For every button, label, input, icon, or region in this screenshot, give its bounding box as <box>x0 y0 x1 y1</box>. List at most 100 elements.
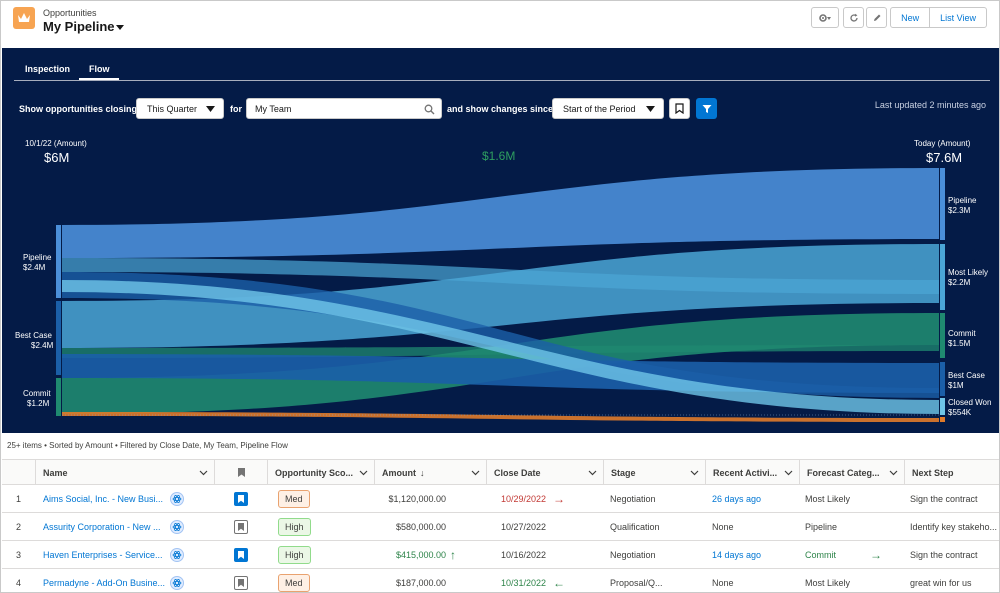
opportunity-name-link[interactable]: Aims Social, Inc. - New Busi... <box>43 493 164 504</box>
amount-value: $415,000.00 <box>395 549 446 560</box>
left-node-pipeline-name: Pipeline <box>23 253 52 262</box>
recent-activity-value[interactable]: 26 days ago <box>712 493 762 504</box>
list-view-button[interactable]: List View <box>940 12 977 23</box>
left-node-bestcase-label: Best Case $2.4M <box>15 331 53 350</box>
table-row[interactable]: 1 Aims Social, Inc. - New Busi... Med $1,12… <box>2 485 999 513</box>
caret-down-icon[interactable] <box>115 22 125 32</box>
chevron-down-icon[interactable] <box>784 468 793 477</box>
left-total: $6M <box>44 150 70 165</box>
column-header-score[interactable]: Opportunity Sco... <box>267 460 374 485</box>
table-row[interactable]: 3 Haven Enterprises - Service... High $415,… <box>2 541 999 569</box>
right-node-mostlikely-bar[interactable] <box>940 244 945 310</box>
center-delta: $1.6M <box>482 149 516 163</box>
row-number: 3 <box>15 549 21 560</box>
tab-flow[interactable]: Flow <box>89 64 110 74</box>
filter-icon <box>702 104 711 113</box>
einstein-insight-button[interactable] <box>170 569 188 592</box>
flow-pipeline-to-pipeline[interactable] <box>62 168 939 258</box>
opportunity-name-link[interactable]: Haven Enterprises - Service... <box>43 549 163 560</box>
einstein-insight-button[interactable] <box>170 541 188 568</box>
page-title[interactable]: My Pipeline <box>43 19 115 34</box>
right-node-mostlikely-value: $2.2M <box>948 277 971 287</box>
flow-bestcase-to-mostlikely[interactable] <box>62 244 939 348</box>
filter-button[interactable] <box>696 98 717 119</box>
left-node-pipeline-bar[interactable] <box>56 225 61 298</box>
atom-icon <box>170 575 184 590</box>
refresh-button[interactable] <box>843 7 864 28</box>
bookmark-toggle[interactable] <box>214 541 267 568</box>
changes-since-label: and show changes since <box>447 104 554 114</box>
flow-to-closedlost[interactable] <box>62 412 939 422</box>
right-node-bestcase-bar[interactable] <box>940 362 945 396</box>
score-badge: High <box>278 545 311 564</box>
row-number: 1 <box>15 493 21 504</box>
period-select[interactable]: This Quarter <box>136 98 224 119</box>
left-node-bestcase-bar[interactable] <box>56 301 61 375</box>
bookmark-toggle[interactable] <box>214 485 267 512</box>
left-node-bestcase-value: $2.4M <box>31 340 54 350</box>
einstein-insight-button[interactable] <box>170 513 188 540</box>
flow-pipeline-to-mostlikely[interactable] <box>62 258 939 294</box>
crown-icon <box>13 7 35 29</box>
settings-menu-button[interactable] <box>811 7 839 28</box>
new-button[interactable]: New <box>891 8 931 27</box>
right-node-closedwon-bar[interactable] <box>940 398 945 415</box>
right-node-commit-bar[interactable] <box>940 313 945 358</box>
right-node-commit-label: Commit $1.5M <box>948 329 976 348</box>
column-header-close-date[interactable]: Close Date <box>486 460 603 485</box>
column-header-amount[interactable]: Amount ↓ <box>374 460 486 485</box>
chevron-down-icon[interactable] <box>471 468 480 477</box>
close-date-value: 10/27/2022 <box>501 521 547 532</box>
row-number: 4 <box>15 577 21 588</box>
arrow-left-icon: ← <box>553 575 565 590</box>
search-icon <box>424 104 435 115</box>
column-header-bookmark[interactable] <box>214 460 267 485</box>
chevron-down-icon[interactable] <box>359 468 368 477</box>
tab-inspection[interactable]: Inspection <box>25 64 71 74</box>
column-header-forecast[interactable]: Forecast Categ... <box>799 460 904 485</box>
left-node-commit-label: Commit $1.2M <box>23 389 51 408</box>
left-caption: 10/1/22 (Amount) <box>25 139 87 148</box>
since-select[interactable]: Start of the Period <box>552 98 664 119</box>
edit-button[interactable] <box>866 7 887 28</box>
column-header-name[interactable]: Name <box>35 460 214 485</box>
column-header-score-label: Opportunity Sco... <box>275 467 353 478</box>
right-node-closedwon-value: $554K <box>948 407 972 417</box>
chevron-down-icon[interactable] <box>199 468 208 477</box>
opportunity-name-link[interactable]: Permadyne - Add-On Busine... <box>43 577 166 588</box>
score-cell: High <box>278 513 368 540</box>
recent-activity-value[interactable]: 14 days ago <box>712 549 762 560</box>
right-node-closedwon-label: Closed Won $554K <box>948 398 991 417</box>
table-row[interactable]: 2 Assurity Corporation - New ... High $580,… <box>2 513 999 541</box>
next-step-value: Sign the contract <box>910 549 978 560</box>
bookmark-toggle[interactable] <box>214 569 267 592</box>
chevron-down-icon[interactable] <box>889 468 898 477</box>
column-header-recent-activity[interactable]: Recent Activi... <box>705 460 799 485</box>
chevron-down-icon[interactable] <box>690 468 699 477</box>
score-badge: Med <box>278 573 310 592</box>
stage-value: Negotiation <box>610 549 656 560</box>
pipeline-flow-panel: Inspection Flow Show opportunities closi… <box>2 48 999 433</box>
forecast-value: Pipeline <box>805 521 838 532</box>
team-search-input[interactable]: My Team <box>246 98 442 119</box>
opportunity-name-link[interactable]: Assurity Corporation - New ... <box>43 521 161 532</box>
list-meta-text: 25+ items • Sorted by Amount • Filtered … <box>7 441 288 450</box>
left-node-commit-bar[interactable] <box>56 378 61 416</box>
flow-pipeline-to-closedwon[interactable] <box>62 280 939 414</box>
column-header-next-step[interactable]: Next Step <box>904 460 999 485</box>
column-header-stage[interactable]: Stage <box>603 460 705 485</box>
right-node-mostlikely-label: Most Likely $2.2M <box>948 268 988 287</box>
table-row[interactable]: 4 Permadyne - Add-On Busine... Med $187,000… <box>2 569 999 592</box>
right-node-bestcase-name: Best Case <box>948 371 985 380</box>
right-node-closedlost-bar[interactable] <box>940 417 945 422</box>
arrow-up-icon: ↑ <box>450 547 456 562</box>
chevron-down-icon[interactable] <box>588 468 597 477</box>
stage-value: Negotiation <box>610 493 656 504</box>
column-header-stage-label: Stage <box>611 467 636 478</box>
einstein-insight-button[interactable] <box>170 485 188 512</box>
bookmark-filter-button[interactable] <box>669 98 690 119</box>
right-node-pipeline-bar[interactable] <box>940 168 945 240</box>
action-button-group: New List View <box>890 7 987 28</box>
bookmark-toggle[interactable] <box>214 513 267 540</box>
